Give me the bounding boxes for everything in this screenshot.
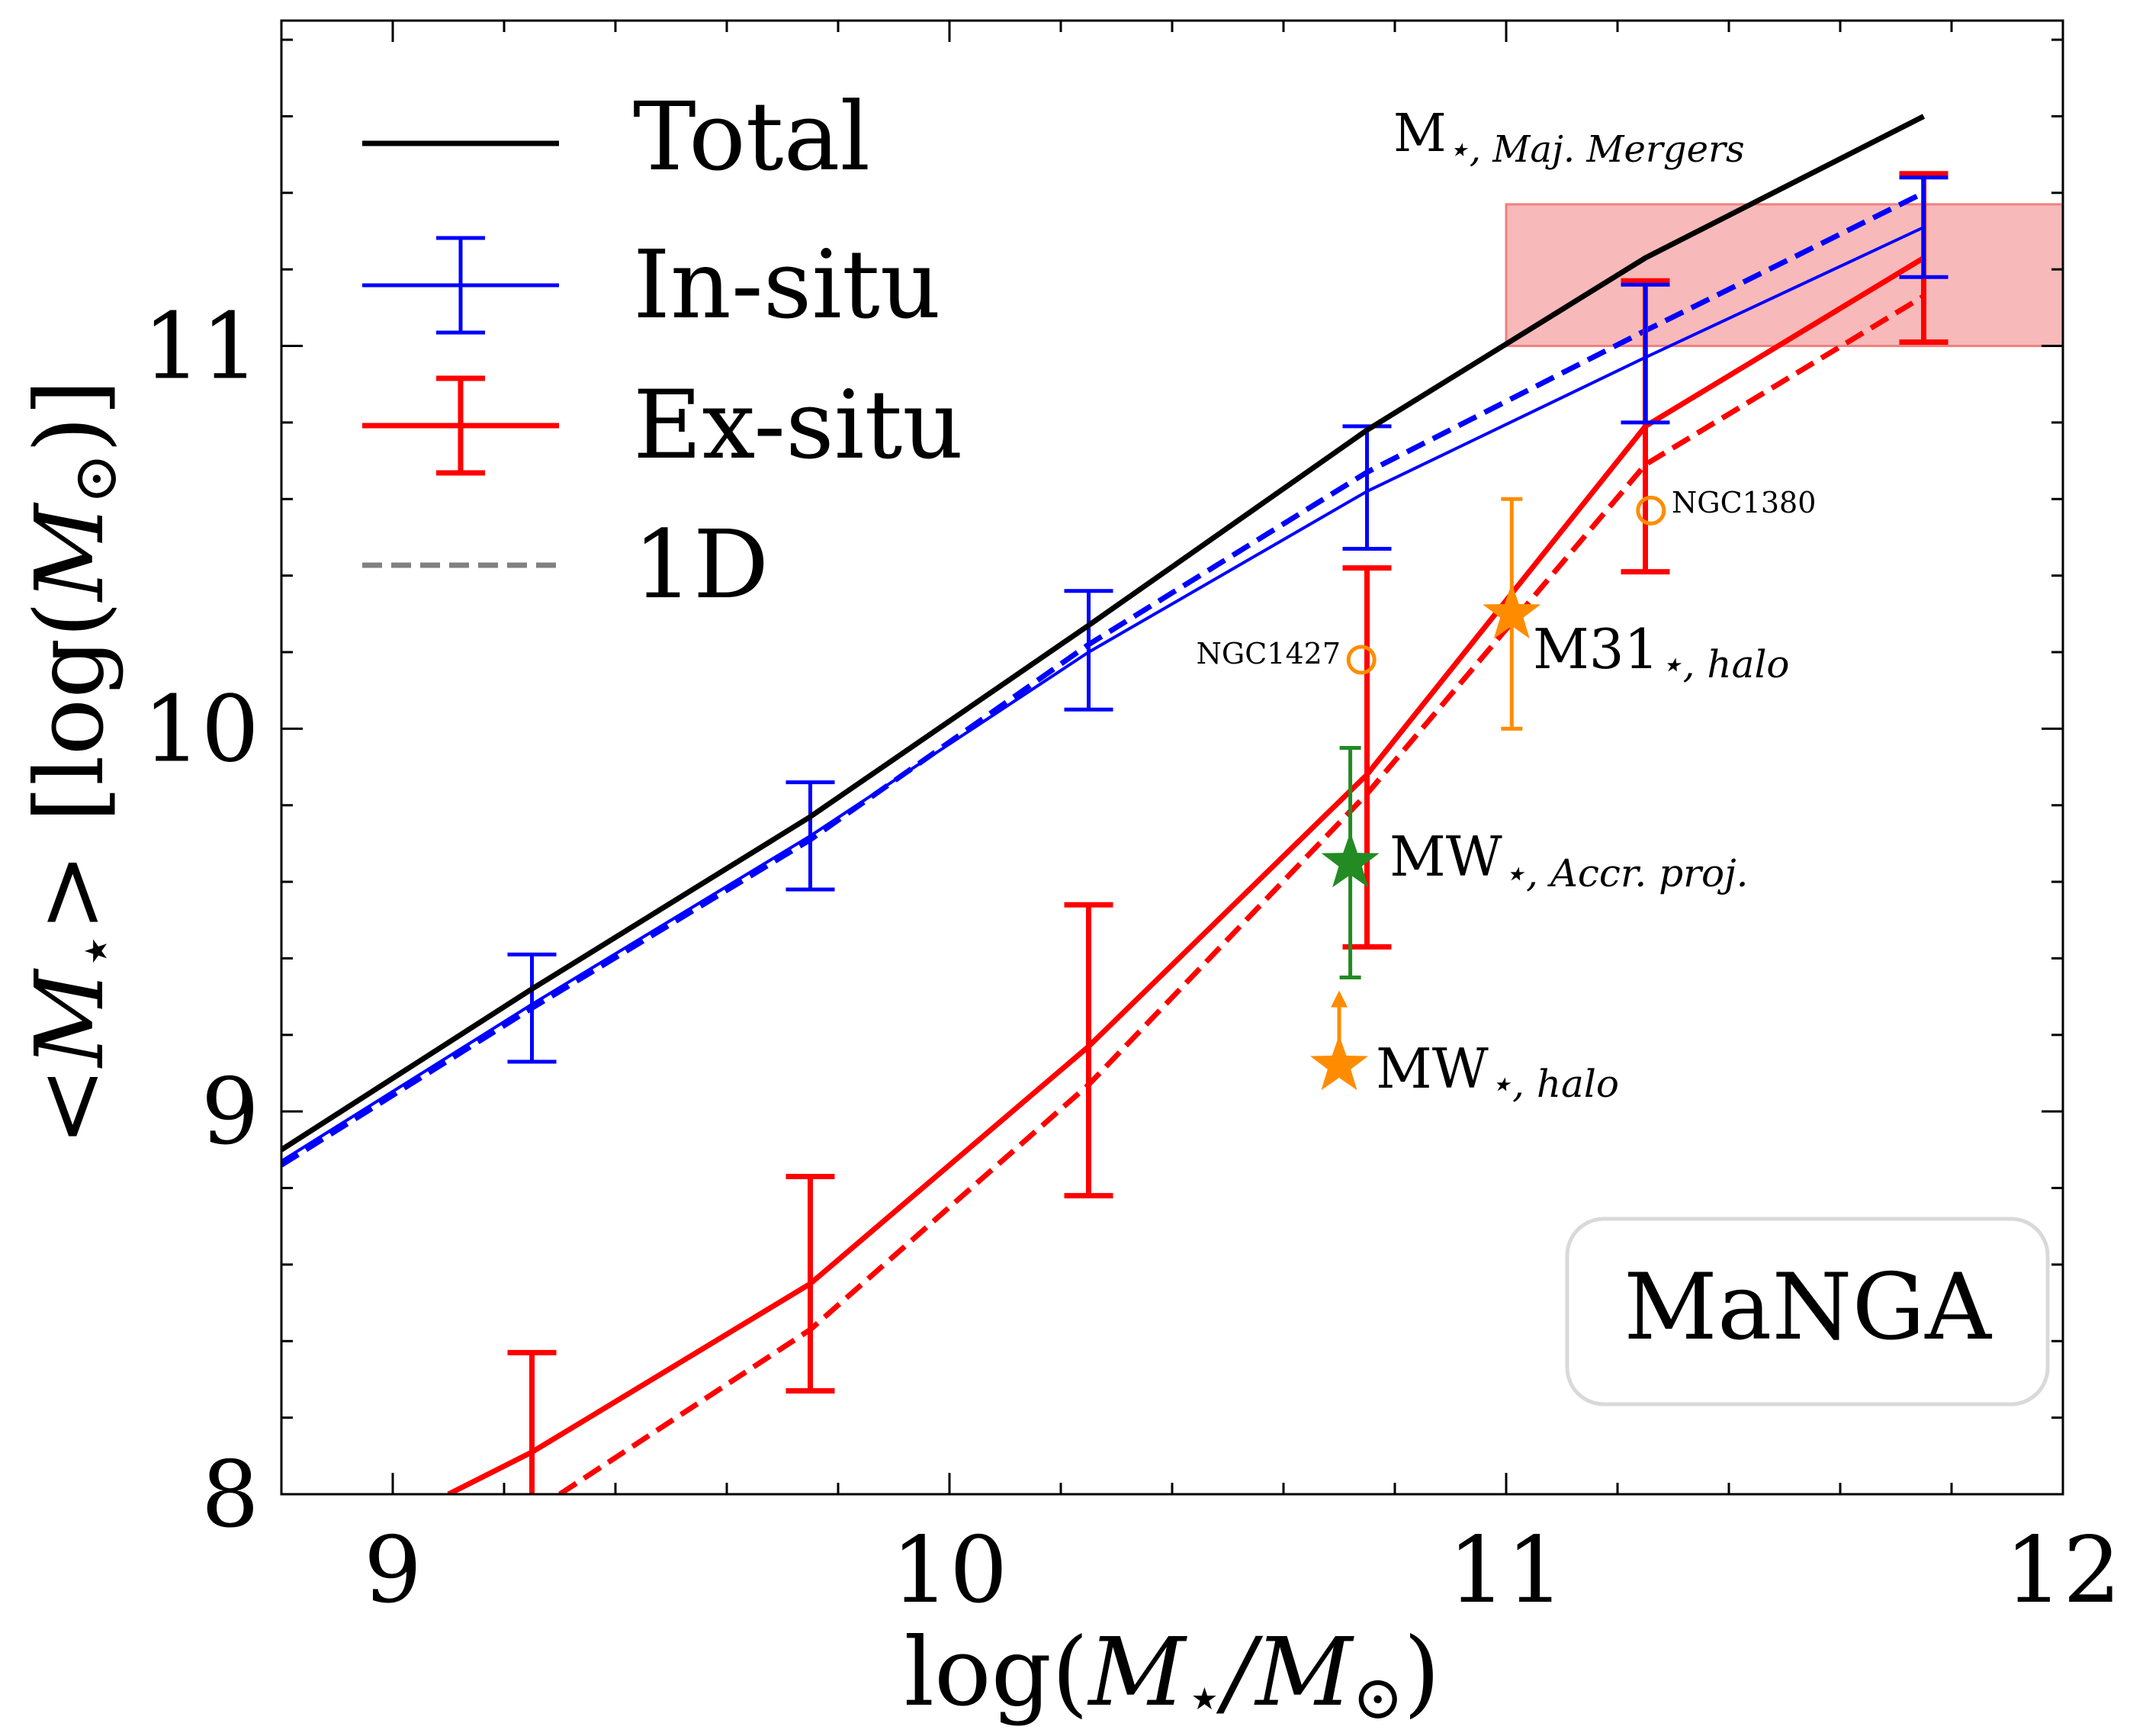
mw-halo-label: MW⋆, halo <box>1376 1037 1619 1106</box>
y-tick-label: 11 <box>143 294 259 400</box>
band-label-sub: ⋆, Maj. Mergers <box>1447 128 1745 171</box>
x-axis-label: log(M⋆/M⊙) <box>904 1618 1440 1733</box>
legend-insitu-label: In-situ <box>633 230 941 340</box>
panel-label-box <box>1565 1217 2050 1406</box>
panel-label: MaNGA <box>1624 1255 1992 1361</box>
legend: Total In-situ Ex-situ 1D <box>362 82 963 620</box>
ngc1427-label: NGC1427 <box>1197 637 1341 670</box>
y-axis-label-part: M <box>15 968 125 1069</box>
mw-accr-label-main: MW <box>1389 825 1502 889</box>
m31-label-sub: ⋆, halo <box>1659 642 1789 686</box>
x-tick-label: 11 <box>1448 1518 1565 1624</box>
point-star-mw-accr-proj- <box>1321 832 1380 888</box>
legend-exsitu-symbol <box>362 375 559 476</box>
y-axis-label-part: )] <box>15 379 125 453</box>
mw-accr-label-sub: ⋆, Accr. proj. <box>1502 851 1749 895</box>
major-mergers-band-layer <box>1505 203 2063 348</box>
x-axis-label-part: M <box>1087 1618 1187 1728</box>
y-axis-label-part: < <box>15 1067 125 1146</box>
x-axis-label-part: ) <box>1403 1618 1440 1728</box>
series-line-ex-situ-1d <box>558 294 1926 1494</box>
point-star-mw-halo <box>1310 1035 1368 1091</box>
series-line-in-situ <box>281 226 1925 1163</box>
x-axis-label-part: M <box>1254 1618 1354 1728</box>
error-bar-in-situ <box>1342 424 1392 551</box>
x-axis-label-part: / <box>1216 1618 1263 1728</box>
points-layer <box>1310 495 1666 1091</box>
legend-exsitu-label: Ex-situ <box>633 371 963 481</box>
x-tick-label: 12 <box>2005 1518 2122 1624</box>
y-tick-label: 9 <box>201 1059 259 1165</box>
y-axis-label-part: > [log( <box>15 601 125 932</box>
band-label: M⋆, Maj. Mergers <box>1393 104 1745 171</box>
mw-halo-label-main: MW <box>1376 1037 1489 1101</box>
point-star-m31-halo <box>1483 583 1541 639</box>
series-line-total <box>281 114 1926 1153</box>
y-axis-label-part: ⊙ <box>59 453 130 504</box>
ngc1380-label: NGC1380 <box>1672 486 1816 519</box>
error-bar-in-situ <box>1064 589 1113 712</box>
mw-accr-label: MW⋆, Accr. proj. <box>1389 825 1749 895</box>
error-bar-ex-situ <box>507 1349 557 1494</box>
legend-1d-label: 1D <box>633 510 769 620</box>
x-axis-label-part: log( <box>904 1618 1088 1728</box>
m31-label-main: M31 <box>1533 617 1659 681</box>
y-axis-label: <M⋆> [log(M⊙)] <box>15 379 130 1146</box>
point-circle-ngc1427 <box>1346 645 1377 675</box>
error-bar-ex-situ <box>785 1173 835 1394</box>
y-axis-label-part: ⋆ <box>59 932 130 970</box>
y-tick-label: 8 <box>201 1442 259 1548</box>
m31-label: M31⋆, halo <box>1533 617 1790 686</box>
legend-total-label: Total <box>633 82 870 192</box>
error-bar-in-situ <box>507 952 557 1064</box>
legend-insitu-symbol <box>362 236 559 335</box>
mw-halo-label-sub: ⋆, halo <box>1489 1062 1619 1106</box>
error-bar-in-situ <box>1621 282 1670 425</box>
ticks-layer <box>280 21 2064 1496</box>
x-axis-label-part: ⊙ <box>1352 1662 1403 1733</box>
x-axis-label-part: ⋆ <box>1185 1662 1223 1733</box>
band-label-main: M <box>1393 104 1447 164</box>
error-bar-in-situ <box>1899 175 1948 279</box>
major-mergers-band <box>1505 203 2063 348</box>
series-layer <box>281 114 1948 1494</box>
lower-limit-arrow-head <box>1331 990 1348 1008</box>
x-tick-label: 10 <box>892 1518 1008 1624</box>
error-bar-ex-situ <box>1064 902 1113 1199</box>
error-bar-in-situ <box>785 780 835 892</box>
y-axis-label-part: M <box>15 502 125 603</box>
x-tick-label: 9 <box>364 1518 422 1624</box>
point-circle-ngc1380 <box>1636 495 1666 526</box>
y-tick-label: 10 <box>143 677 259 783</box>
